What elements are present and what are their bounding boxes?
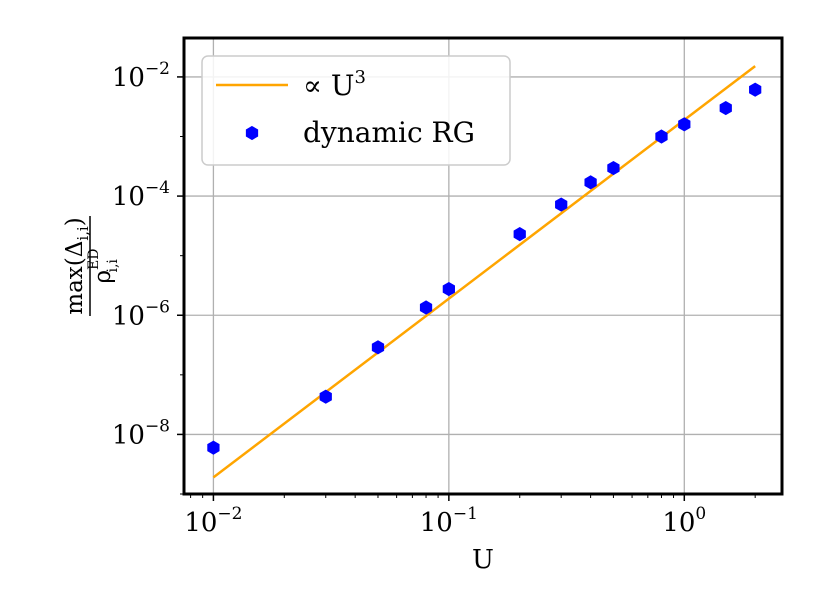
data-point: [655, 129, 668, 144]
data-point: [719, 100, 732, 116]
data-point: [319, 389, 332, 404]
y-label-num-sub: i,i: [74, 226, 92, 241]
legend-marker-hexagon: [245, 125, 259, 141]
y-tick-label: 10−8: [112, 416, 170, 450]
x-axis-label: U: [472, 545, 494, 575]
y-label-den-sup: ED: [86, 249, 102, 270]
ticks: 10−2 10−1 100 10−8 10−6 10−4 10−2: [112, 59, 756, 538]
y-label-den-main: ρ: [90, 270, 116, 284]
data-point: [513, 227, 526, 242]
data-point: [607, 161, 620, 176]
x-tick-label: 10−1: [420, 504, 478, 538]
y-label-num-close: ): [62, 217, 88, 226]
y-label-den-sub: i,i: [105, 259, 121, 273]
legend-line-label: ∝ U3: [303, 67, 366, 102]
y-tick-label: 10−2: [112, 59, 170, 93]
plot-data: [207, 65, 762, 479]
data-point: [442, 281, 455, 297]
y-tick-label: 10−6: [112, 297, 170, 331]
legend-box: [201, 55, 511, 166]
y-axis-label: max(Δi,i) ρED i,i: [62, 216, 121, 316]
legend: ∝ U3 dynamic RG: [201, 55, 511, 166]
x-tick-label: 100: [662, 504, 706, 538]
legend-marker-label: dynamic RG: [303, 116, 475, 149]
y-label-num-main: max(Δ: [62, 241, 88, 315]
data-point: [584, 175, 597, 190]
plot-frame: [182, 36, 784, 496]
y-tick-label: 10−4: [112, 178, 170, 212]
data-point: [749, 82, 762, 97]
data-point: [555, 197, 568, 212]
data-point: [371, 340, 385, 355]
x-tick-label: 10−2: [184, 504, 242, 538]
data-point: [678, 117, 691, 132]
legend-marker-swatch: [245, 125, 259, 141]
y-axis-label-numerator: max(Δi,i): [62, 217, 92, 314]
data-point: [419, 300, 433, 315]
legend-line-label-main: ∝ U: [303, 69, 354, 102]
legend-line-label-sup: 3: [354, 67, 365, 88]
data-point: [207, 440, 220, 455]
y-axis-label-denominator: ρED i,i: [86, 249, 121, 284]
